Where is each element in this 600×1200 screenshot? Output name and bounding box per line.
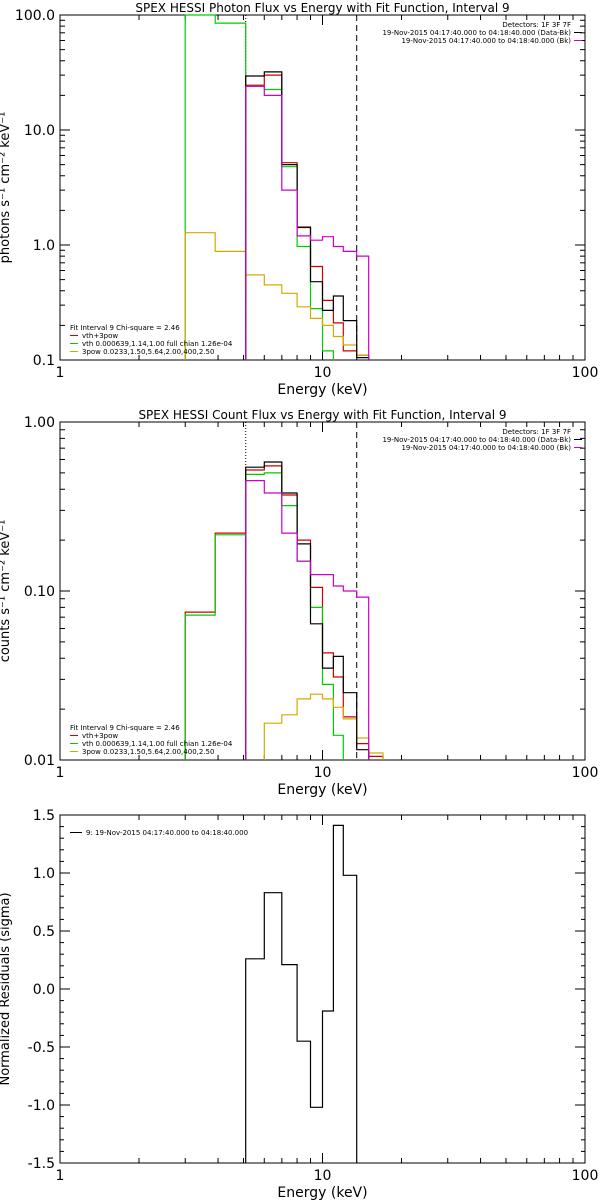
y-axis-label: counts s⁻¹ cm⁻² keV⁻¹ bbox=[0, 520, 13, 663]
series-line-data-bk bbox=[245, 461, 370, 760]
x-tick-label: 100 bbox=[572, 1168, 599, 1184]
y-tick-label: 1.0 bbox=[33, 866, 55, 882]
chart-panel-3: 1 10 100 -1.5 -1.0 -0.5 0.0 0.5 1.0 1.5 Energy (ke… bbox=[0, 808, 598, 1200]
x-tick-label: 10 bbox=[314, 765, 332, 781]
x-axis-label: Energy (keV) bbox=[277, 382, 367, 398]
legend-top-right-entry: 19-Nov-2015 04:17:40.000 to 04:18:40.000… bbox=[401, 444, 571, 452]
x-tick-label: 1 bbox=[56, 765, 65, 781]
legend-bottom-left-entry: vth+3pow bbox=[82, 332, 118, 340]
legend-top-right-entry: 19-Nov-2015 04:17:40.000 to 04:18:40.000… bbox=[401, 37, 571, 45]
series-line-data-bk bbox=[245, 71, 370, 360]
legend-bottom-left-entry: vth 0.000639,1.14,1.00 full chian 1.26e-… bbox=[82, 340, 233, 348]
y-tick-label: 10.0 bbox=[24, 123, 55, 139]
legend-bottom-left-entry: 3pow 0.0233,1.50,5.64,2.00,400,2.50 bbox=[82, 748, 214, 756]
plot-frame bbox=[59, 814, 586, 1164]
x-axis-label: Energy (keV) bbox=[277, 782, 367, 798]
series-line-3pow bbox=[184, 232, 370, 360]
series-line-vth-3pow bbox=[245, 74, 370, 360]
y-tick-label: 0.10 bbox=[24, 584, 55, 600]
legend-top-right-entry: 19-Nov-2015 04:17:40.000 to 04:18:40.000… bbox=[382, 29, 571, 37]
legend-bottom-left-entry: Fit Interval 9 Chi-square = 2.46 bbox=[70, 724, 180, 732]
y-tick-label: 0.0 bbox=[33, 982, 55, 998]
legend-top-right-entry: Detectors: 1F 3F 7F bbox=[502, 21, 571, 29]
y-axis-label: Normalized Residuals (sigma) bbox=[0, 892, 13, 1085]
legend-top-left-entry: 9: 19-Nov-2015 04:17:40.000 to 04:18:40.… bbox=[86, 829, 248, 837]
legend-top-right-entry: 19-Nov-2015 04:17:40.000 to 04:18:40.000… bbox=[382, 436, 571, 444]
series-line-3pow bbox=[263, 693, 384, 760]
chart-panel-2: 1 10 100 0.01 0.10 1.00 SPEX HESSI Count Flux … bbox=[0, 408, 598, 798]
chart-panel-1: 1 10 100 0.1 1.0 10.0 100.0 SPEX HESSI Photon F… bbox=[0, 1, 598, 398]
y-tick-label: 0.01 bbox=[24, 753, 55, 769]
y-tick-label: 1.0 bbox=[33, 238, 55, 254]
y-tick-label: -1.0 bbox=[28, 1098, 55, 1114]
x-tick-label: 1 bbox=[56, 365, 65, 381]
legend-bottom-left-entry: vth 0.000639,1.14,1.00 full chian 1.26e-… bbox=[82, 740, 233, 748]
x-tick-label: 100 bbox=[572, 765, 599, 781]
legend-top-right-entry: Detectors: 1F 3F 7F bbox=[502, 428, 571, 436]
legend-bottom-left-entry: 3pow 0.0233,1.50,5.64,2.00,400,2.50 bbox=[82, 348, 214, 356]
x-axis-label: Energy (keV) bbox=[277, 1185, 367, 1200]
y-axis-label: photons s⁻¹ cm⁻² keV⁻¹ bbox=[0, 112, 13, 264]
y-tick-label: 100.0 bbox=[15, 8, 55, 24]
series-line-vth bbox=[184, 472, 344, 760]
series-line-vth bbox=[184, 14, 334, 360]
series-line-bk bbox=[245, 85, 370, 360]
x-tick-label: 10 bbox=[314, 365, 332, 381]
y-tick-label: -1.5 bbox=[28, 1156, 55, 1172]
y-tick-label: 0.5 bbox=[33, 924, 55, 940]
x-tick-label: 10 bbox=[314, 1168, 332, 1184]
y-tick-label: 0.1 bbox=[33, 353, 55, 369]
chart-title: SPEX HESSI Count Flux vs Energy with Fit… bbox=[138, 408, 506, 422]
y-tick-label: 1.00 bbox=[24, 415, 55, 431]
y-tick-label: 1.5 bbox=[33, 808, 55, 824]
series-line-bk bbox=[245, 480, 370, 760]
y-tick-label: -0.5 bbox=[28, 1040, 55, 1056]
x-tick-label: 100 bbox=[572, 365, 599, 381]
x-tick-label: 1 bbox=[56, 1168, 65, 1184]
legend-bottom-left-entry: vth+3pow bbox=[82, 732, 118, 740]
series-line-residuals bbox=[245, 824, 358, 1163]
chart-title: SPEX HESSI Photon Flux vs Energy with Fi… bbox=[135, 1, 509, 15]
legend-bottom-left-entry: Fit Interval 9 Chi-square = 2.46 bbox=[70, 324, 180, 332]
